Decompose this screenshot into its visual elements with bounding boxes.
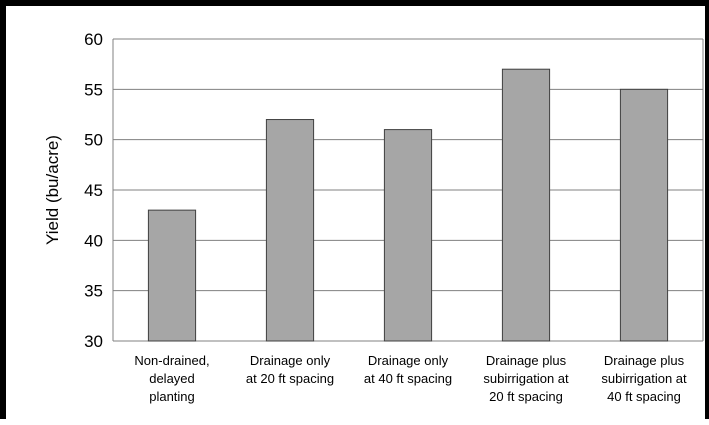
bars xyxy=(147,68,669,342)
category-label-line: at 40 ft spacing xyxy=(364,371,452,386)
category-label-line: 40 ft spacing xyxy=(607,389,681,404)
category-label-line: Drainage plus xyxy=(486,353,567,368)
y-tick-label: 30 xyxy=(84,332,103,351)
category-label-line: Drainage only xyxy=(368,353,449,368)
bar-1 xyxy=(147,209,197,342)
bar-3 xyxy=(383,129,433,342)
y-tick-label: 60 xyxy=(84,30,103,49)
category-label-line: planting xyxy=(149,389,195,404)
category-label-line: Drainage only xyxy=(250,353,331,368)
category-labels: Non-drained, delayed planting Drainage only… xyxy=(134,353,687,404)
y-tick-label: 45 xyxy=(84,181,103,200)
bar-5 xyxy=(619,88,669,342)
y-tick-label: 35 xyxy=(84,282,103,301)
category-label-line: 20 ft spacing xyxy=(489,389,563,404)
category-label-line: subirrigation at xyxy=(601,371,687,386)
category-label: Drainage plus subirrigation at 20 ft spaci… xyxy=(483,353,569,404)
y-tick-label: 40 xyxy=(84,231,103,250)
bar-chart: 30 35 40 45 50 55 60 Non-drained, delayed planti… xyxy=(43,30,704,404)
bar-2 xyxy=(265,119,315,342)
y-tick-labels: 30 35 40 45 50 55 60 xyxy=(84,30,103,351)
y-tick-label: 50 xyxy=(84,131,103,150)
category-label: Drainage only at 20 ft spacing xyxy=(246,353,334,386)
category-label-line: Non-drained, xyxy=(134,353,209,368)
category-label-line: delayed xyxy=(149,371,195,386)
y-axis-title: Yield (bu/acre) xyxy=(43,135,62,245)
y-tick-label: 55 xyxy=(84,80,103,99)
category-label: Drainage only at 40 ft spacing xyxy=(364,353,452,386)
bar-4 xyxy=(501,68,551,342)
category-label-line: subirrigation at xyxy=(483,371,569,386)
category-label: Drainage plus subirrigation at 40 ft spaci… xyxy=(601,353,687,404)
category-label-line: Drainage plus xyxy=(604,353,685,368)
category-label-line: at 20 ft spacing xyxy=(246,371,334,386)
category-label: Non-drained, delayed planting xyxy=(134,353,209,404)
